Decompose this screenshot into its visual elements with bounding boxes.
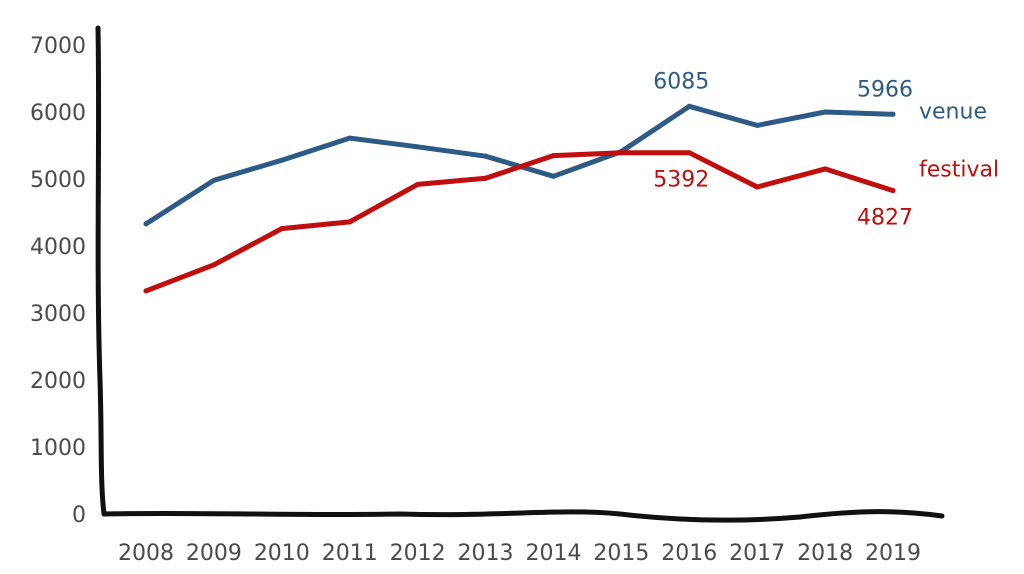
data-point-festival (347, 219, 353, 225)
x-tick-label: 2012 (390, 541, 446, 566)
y-axis-line (95, 25, 107, 517)
x-tick-label: 2011 (322, 541, 378, 566)
y-tick-label: 5000 (30, 168, 86, 193)
data-label-venue: 6085 (653, 69, 709, 94)
data-label-venue: 5966 (857, 77, 913, 102)
x-tick-label: 2008 (118, 541, 174, 566)
data-point-venue (686, 103, 692, 109)
data-point-festival (415, 181, 421, 187)
y-tick-label: 2000 (30, 369, 86, 394)
series-name-festival: festival (919, 158, 999, 183)
x-tick-label: 2010 (254, 541, 310, 566)
data-point-festival (279, 226, 285, 232)
data-point-venue (822, 109, 828, 115)
data-labels-layer: venue 6085 5966 festival 5392 4827 (653, 69, 999, 230)
data-label-festival: 4827 (857, 206, 913, 231)
y-tick-label: 4000 (30, 235, 86, 260)
data-point-festival (143, 288, 149, 294)
data-point-venue (890, 111, 896, 117)
y-tick-label: 3000 (30, 302, 86, 327)
x-tick-label: 2009 (186, 541, 242, 566)
y-axis-tick-labels: 0 1000 2000 3000 4000 5000 6000 7000 (30, 34, 86, 528)
series-name-venue: venue (919, 99, 987, 124)
series-line-festival (143, 150, 896, 294)
data-point-venue (347, 135, 353, 141)
x-tick-label: 2013 (458, 541, 514, 566)
data-point-venue (211, 177, 217, 183)
x-tick-label: 2019 (865, 541, 921, 566)
x-tick-label: 2017 (729, 541, 785, 566)
data-point-festival (483, 175, 489, 181)
data-point-festival (618, 150, 624, 156)
y-tick-label: 1000 (30, 436, 86, 461)
data-point-venue (483, 153, 489, 159)
data-point-festival (686, 150, 692, 156)
x-tick-label: 2015 (593, 541, 649, 566)
x-axis-line (101, 509, 945, 523)
data-point-festival (550, 153, 556, 159)
data-point-venue (143, 221, 149, 227)
y-tick-label: 7000 (30, 34, 86, 59)
data-point-festival (754, 184, 760, 190)
y-tick-label: 6000 (30, 101, 86, 126)
x-tick-label: 2014 (525, 541, 581, 566)
data-point-venue (550, 173, 556, 179)
x-axis-tick-labels: 2008 2009 2010 2011 2012 2013 2014 2015 2016 2017… (118, 541, 921, 566)
data-point-venue (279, 157, 285, 163)
data-point-venue (754, 122, 760, 128)
y-tick-label: 0 (72, 503, 86, 528)
x-tick-label: 2018 (797, 541, 853, 566)
data-point-venue (415, 144, 421, 150)
x-tick-label: 2016 (661, 541, 717, 566)
data-label-festival: 5392 (653, 168, 709, 193)
data-point-festival (211, 262, 217, 268)
data-point-festival (822, 166, 828, 172)
series-layer (143, 103, 896, 294)
data-point-festival (890, 188, 896, 194)
